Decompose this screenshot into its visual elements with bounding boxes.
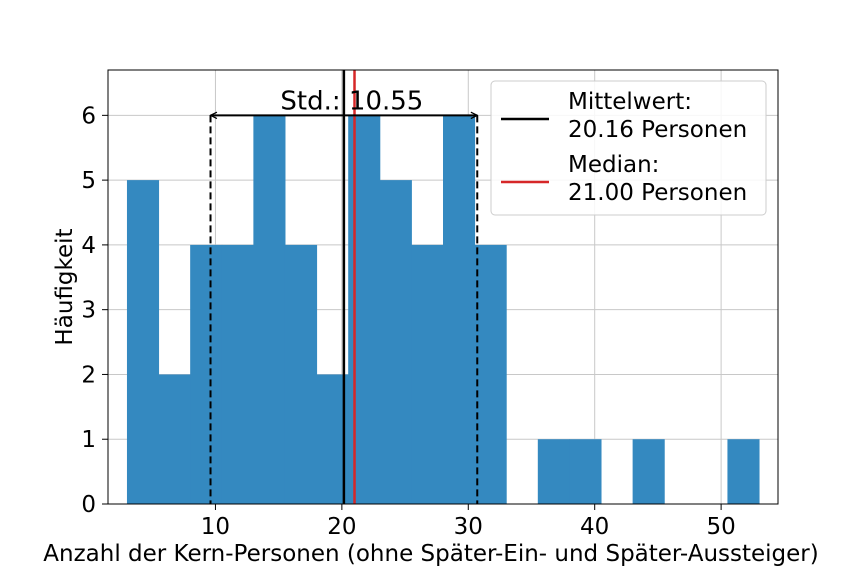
reference-lines — [209, 70, 479, 504]
histogram-bars — [126, 115, 760, 505]
histogram-bar — [158, 374, 191, 504]
y-tick-label: 5 — [81, 168, 96, 194]
histogram-bar — [126, 180, 160, 505]
y-tick-label: 6 — [81, 103, 96, 129]
axis-ticks: 10 20 30 40 50 0 1 2 3 4 5 6 — [81, 103, 735, 540]
y-tick-label: 0 — [81, 492, 96, 518]
histogram-bar — [632, 439, 665, 504]
histogram-bar — [474, 244, 507, 505]
y-tick-label: 2 — [81, 362, 96, 388]
histogram-bar — [221, 244, 254, 505]
y-tick-label: 1 — [81, 427, 96, 453]
std-label: Std.: 10.55 — [280, 86, 423, 116]
histogram-bar — [190, 244, 223, 505]
x-tick-label: 50 — [706, 514, 735, 540]
y-tick-label: 4 — [81, 233, 96, 259]
legend: Mittelwert: 20.16 Personen Median: 21.00… — [490, 80, 767, 216]
histogram-bar — [253, 115, 286, 504]
x-axis-label: Anzahl der Kern-Personen (ohne Später-Ei… — [43, 541, 818, 567]
legend-mean-value: 20.16 Personen — [568, 117, 747, 143]
histogram-bar — [727, 439, 760, 504]
y-axis-label: Häufigkeit — [52, 228, 78, 345]
legend-box — [490, 80, 767, 216]
histogram-bar — [379, 180, 412, 505]
histogram-bar — [443, 115, 476, 504]
histogram-bar — [348, 115, 381, 504]
x-tick-label: 10 — [201, 514, 230, 540]
plot-frame — [107, 69, 779, 505]
legend-median-value: 21.00 Personen — [568, 180, 747, 206]
x-tick-label: 20 — [327, 514, 356, 540]
histogram-bar — [569, 439, 602, 504]
histogram-bar — [411, 244, 444, 505]
legend-median-title: Median: — [568, 152, 659, 178]
legend-mean-title: Mittelwert: — [568, 89, 692, 115]
x-tick-label: 30 — [454, 514, 483, 540]
x-tick-label: 40 — [580, 514, 609, 540]
histogram-bar — [284, 244, 318, 505]
y-tick-label: 3 — [81, 298, 96, 324]
histogram-bar — [537, 439, 570, 504]
